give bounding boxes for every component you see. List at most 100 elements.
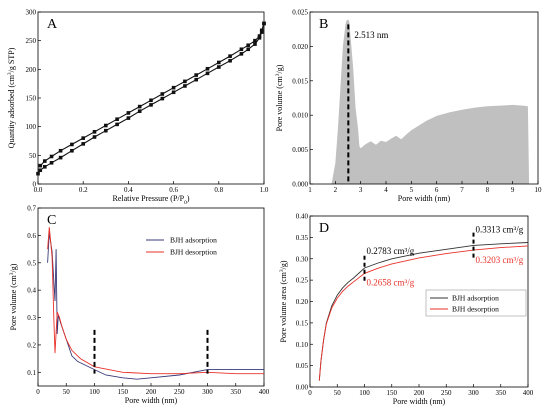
y-tick-label: 0.30 [296, 255, 309, 263]
data-point [171, 85, 176, 90]
legend-box [425, 289, 527, 317]
x-tick-label: 400 [259, 388, 270, 396]
data-point [137, 109, 142, 113]
data-point [81, 136, 85, 140]
data-point [137, 104, 142, 109]
x-tick-label: 1.0 [260, 186, 269, 194]
y-tick-label: 0.10 [296, 341, 309, 349]
y-tick-label: 0.20 [296, 298, 309, 306]
data-point [253, 42, 257, 46]
y-tick-label: 0.5 [27, 259, 36, 267]
data-point [58, 155, 63, 160]
pore-distribution-area [331, 19, 530, 184]
x-tick-label: 350 [231, 388, 242, 396]
panel-label-c: C [47, 213, 56, 228]
x-tick-label: 200 [414, 389, 425, 397]
data-point [42, 159, 47, 163]
data-point [183, 84, 187, 88]
x-tick-label: 0 [308, 389, 312, 397]
data-point [160, 92, 165, 96]
data-point [92, 130, 97, 134]
x-tick-label: 300 [468, 389, 479, 397]
data-point [205, 66, 210, 71]
data-point [183, 79, 187, 84]
data-point [160, 96, 165, 101]
panel-label-a: A [47, 17, 58, 32]
y-tick-label: 0.020 [292, 43, 308, 51]
y-tick-label: 0.015 [292, 77, 308, 85]
data-point [49, 160, 54, 165]
y-tick-label: 150 [26, 95, 37, 103]
legend-label: BJH adsorption [452, 294, 499, 303]
x-tick-label: 10 [535, 186, 543, 194]
annotation-label: 0.2658 cm³/g [367, 277, 415, 287]
y-tick-label: 0.15 [296, 319, 309, 327]
data-point [239, 47, 244, 52]
data-point [217, 60, 221, 65]
data-point [194, 77, 198, 82]
x-tick-label: 6 [435, 186, 439, 194]
data-point [126, 111, 131, 115]
x-axis-label: Relative Pressure (P/P0) [113, 194, 190, 206]
data-point [228, 54, 232, 58]
x-tick-label: 0.4 [124, 186, 133, 194]
y-tick-label: 0.1 [27, 369, 36, 377]
data-point [171, 90, 176, 95]
x-axis-label: Pore width (nm) [125, 396, 178, 405]
data-point [126, 116, 131, 120]
data-point [36, 171, 40, 176]
data-point [262, 21, 266, 26]
data-point [246, 47, 250, 52]
x-axis-label: Pore width (nm) [393, 397, 446, 406]
data-point [92, 135, 97, 139]
y-tick-label: 0.2 [27, 341, 36, 349]
data-point [205, 71, 210, 76]
x-tick-label: 200 [146, 388, 157, 396]
data-point [38, 163, 43, 168]
x-tick-label: 50 [63, 388, 71, 396]
data-point [104, 128, 108, 133]
x-tick-label: 5 [410, 186, 414, 194]
isotherm-line-desorption [39, 23, 265, 167]
panel-label-d: D [319, 221, 329, 236]
x-tick-label: 9 [511, 186, 515, 194]
y-tick-label: 250 [26, 37, 37, 45]
x-tick-label: 50 [334, 389, 342, 397]
annotation-label: 0.2783 cm³/g [367, 246, 415, 256]
data-point [81, 142, 85, 146]
data-point [70, 142, 74, 147]
x-tick-label: 2 [334, 186, 338, 194]
peak-label: 2.513 nm [354, 30, 388, 40]
x-axis-label: Pore width (nm) [398, 194, 451, 203]
x-tick-label: 4 [384, 186, 388, 194]
x-tick-label: 150 [387, 389, 398, 397]
y-tick-label: 50 [29, 152, 37, 160]
plot-frame [37, 207, 265, 387]
data-point [259, 28, 264, 33]
y-tick-label: 100 [26, 123, 37, 131]
data-point [194, 73, 198, 77]
data-point [70, 148, 74, 153]
data-point [149, 103, 153, 107]
panel-d: 0 50 100 150 200 250 300 350 400 0.00 0.05 0.10 0.15… [279, 213, 534, 407]
data-point [42, 165, 47, 169]
x-tick-label: 250 [441, 389, 452, 397]
y-tick-label: 0.40 [296, 213, 309, 221]
x-tick-label: 250 [174, 388, 185, 396]
x-tick-label: 400 [523, 389, 534, 397]
series-line-adsorption [47, 232, 264, 380]
data-point [115, 117, 119, 122]
x-tick-label: 300 [202, 388, 213, 396]
y-tick-label: 0.00 [296, 384, 309, 392]
x-tick-label: 0 [36, 388, 40, 396]
annotation-label: 0.3313 cm³/g [476, 224, 524, 234]
x-tick-label: 1 [308, 186, 312, 194]
x-tick-label: 100 [89, 388, 100, 396]
y-tick-label: 300 [26, 9, 37, 17]
y-axis-label: Pore volume (cm3/g) [275, 64, 284, 131]
x-tick-label: 0.0 [34, 186, 43, 194]
x-tick-label: 7 [460, 186, 464, 194]
legend-label: BJH desorption [452, 305, 499, 314]
y-tick-label: 0.000 [292, 181, 308, 189]
x-tick-label: 0.6 [169, 186, 178, 194]
